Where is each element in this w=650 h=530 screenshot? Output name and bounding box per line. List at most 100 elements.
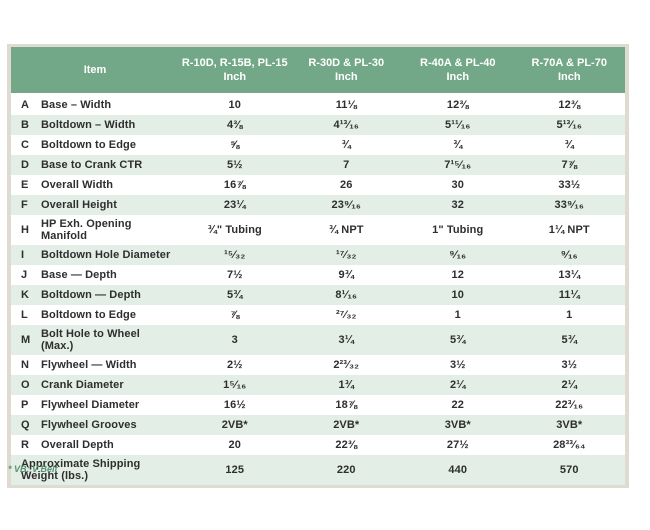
- row-item-label: Base to Crank CTR: [41, 159, 143, 171]
- row-value: 16⅞: [223, 179, 246, 191]
- row-value: 2½: [227, 359, 243, 371]
- shipping-weight-row: Approximate Shipping Weight (lbs.) 125 220…: [11, 455, 625, 485]
- row-value: 10: [451, 289, 464, 301]
- row-value: 13¼: [558, 269, 581, 281]
- row-value: 7⅞: [561, 159, 577, 171]
- table-row: R Overall Depth 20 22⅜ 27½ 28³³⁄₆₄: [11, 435, 625, 455]
- row-value: 33⁹⁄₁₆: [554, 199, 584, 211]
- row-item-label: Overall Depth: [41, 439, 114, 451]
- row-letter: P: [21, 399, 29, 411]
- row-value: 32: [451, 199, 464, 211]
- row-value: 7: [343, 159, 350, 171]
- row-value: 1⁵⁄₁₆: [223, 379, 247, 391]
- row-value: 33½: [558, 179, 581, 191]
- table-row: P Flywheel Diameter 16½ 18⅞ 22 22³⁄₁₆: [11, 395, 625, 415]
- column-header-model: R-70A & PL-70: [531, 57, 607, 69]
- row-value: 3½: [450, 359, 466, 371]
- row-item-label: Flywheel — Width: [41, 359, 137, 371]
- row-item-label: Overall Width: [41, 179, 114, 191]
- row-value: 2¼: [450, 379, 466, 391]
- row-letter: M: [21, 334, 31, 346]
- row-value: 1¾: [338, 379, 354, 391]
- table-row: D Base to Crank CTR 5½ 7 7¹⁵⁄₁₆ 7⅞: [11, 155, 625, 175]
- column-header-model: R-40A & PL-40: [420, 57, 496, 69]
- row-item-label: Bolt Hole to Wheel (Max.): [41, 328, 140, 352]
- table-row: K Boltdown — Depth 5¾ 8¹⁄₁₆ 10 11¼: [11, 285, 625, 305]
- table-row: E Overall Width 16⅞ 26 30 33½: [11, 175, 625, 195]
- spec-table: Item R-10D, R-15B, PL-15 Inch R-30D & PL…: [11, 47, 625, 485]
- table-row: A Base – Width 10 11⅛ 12⅜ 12⅜: [11, 95, 625, 115]
- row-letter: E: [21, 179, 29, 191]
- column-header-unit: Inch: [334, 71, 358, 83]
- row-item-label: Boltdown to Edge: [41, 309, 137, 321]
- header-row: Item R-10D, R-15B, PL-15 Inch R-30D & PL…: [11, 47, 625, 93]
- row-item-label: HP Exh. Opening Manifold: [41, 218, 132, 242]
- row-value: 12: [451, 269, 464, 281]
- row-value: 2VB*: [333, 419, 360, 431]
- column-header-r70a: R-70A & PL-70 Inch: [513, 47, 625, 93]
- row-value: 1: [454, 309, 461, 321]
- row-item-label: Boltdown – Width: [41, 119, 136, 131]
- row-item-label: Flywheel Diameter: [41, 399, 140, 411]
- row-item-label: Boltdown to Edge: [41, 139, 137, 151]
- table-row: I Boltdown Hole Diameter ¹⁵⁄₃₂ ¹⁷⁄₃₂ ⁹⁄₁₆ ⁹⁄₁…: [11, 245, 625, 265]
- row-value: 20: [228, 439, 241, 451]
- row-item-label: Overall Height: [41, 199, 117, 211]
- row-value: 3: [231, 334, 238, 346]
- row-value: 22⅜: [335, 439, 358, 451]
- table-row: J Base — Depth 7½ 9¾ 12 13¼: [11, 265, 625, 285]
- row-value: 22³⁄₁₆: [555, 399, 584, 411]
- row-letter: C: [21, 139, 30, 151]
- table-row: N Flywheel — Width 2½ 2²³⁄₃₂ 3½ 3½: [11, 355, 625, 375]
- shipping-weight-value: 220: [336, 464, 356, 476]
- row-letter: K: [21, 289, 30, 301]
- row-value: 12⅜: [446, 99, 469, 111]
- shipping-weight-label: Approximate Shipping Weight (lbs.): [21, 458, 141, 482]
- row-value: 23⁹⁄₁₆: [331, 199, 361, 211]
- row-value: 5¾: [561, 334, 577, 346]
- row-value: ¾ NPT: [328, 224, 364, 236]
- row-value: ⁹⁄₁₆: [449, 249, 467, 261]
- row-value: 5½: [227, 159, 243, 171]
- row-value: 23¼: [223, 199, 246, 211]
- row-item-label: Base – Width: [41, 99, 112, 111]
- column-header-r10d: R-10D, R-15B, PL-15 Inch: [179, 47, 291, 93]
- table-row: Q Flywheel Grooves 2VB* 2VB* 3VB* 3VB*: [11, 415, 625, 435]
- table-row: C Boltdown to Edge ⅝ ¾ ¾ ¾: [11, 135, 625, 155]
- row-value: 12⅜: [558, 99, 581, 111]
- row-value: 2VB*: [221, 419, 248, 431]
- row-value: ⁹⁄₁₆: [560, 249, 578, 261]
- table-row: H HP Exh. Opening Manifold ¾" Tubing ¾ NPT 1…: [11, 215, 625, 245]
- row-item-label: Boltdown — Depth: [41, 289, 141, 301]
- row-item-label: Base — Depth: [41, 269, 117, 281]
- row-value: 27½: [446, 439, 469, 451]
- shipping-weight-value: 125: [225, 464, 245, 476]
- row-item-label: Boltdown Hole Diameter: [41, 249, 171, 261]
- column-header-model: R-10D, R-15B, PL-15: [181, 57, 288, 69]
- row-value: 3VB*: [556, 419, 583, 431]
- shipping-weight-value: 570: [559, 464, 579, 476]
- row-value: 22: [451, 399, 464, 411]
- row-value: 5¹¹⁄₁₆: [445, 119, 471, 131]
- column-header-r30d: R-30D & PL-30 Inch: [290, 47, 402, 93]
- spec-table-header: Item R-10D, R-15B, PL-15 Inch R-30D & PL…: [11, 47, 625, 95]
- row-letter: F: [21, 199, 28, 211]
- row-value: 9¾: [338, 269, 354, 281]
- row-value: ²⁷⁄₃₂: [335, 309, 357, 321]
- row-value: 5¾: [450, 334, 466, 346]
- row-value: ¾: [564, 139, 574, 151]
- row-value: ¹⁵⁄₃₂: [224, 249, 246, 261]
- row-value: 18⅞: [335, 399, 358, 411]
- row-value: 4¹³⁄₁₆: [333, 119, 359, 131]
- column-header-r40a: R-40A & PL-40 Inch: [402, 47, 514, 93]
- row-value: 5¹³⁄₁₆: [556, 119, 582, 131]
- row-value: 7¹⁵⁄₁₆: [444, 159, 472, 171]
- column-header-unit: Inch: [446, 71, 470, 83]
- row-value: 7½: [227, 269, 243, 281]
- row-letter: B: [21, 119, 30, 131]
- row-letter: I: [21, 249, 25, 261]
- row-value: 10: [228, 99, 241, 111]
- row-value: ⅞: [230, 309, 240, 321]
- column-header-unit: Inch: [223, 71, 247, 83]
- row-value: ¹⁷⁄₃₂: [335, 249, 357, 261]
